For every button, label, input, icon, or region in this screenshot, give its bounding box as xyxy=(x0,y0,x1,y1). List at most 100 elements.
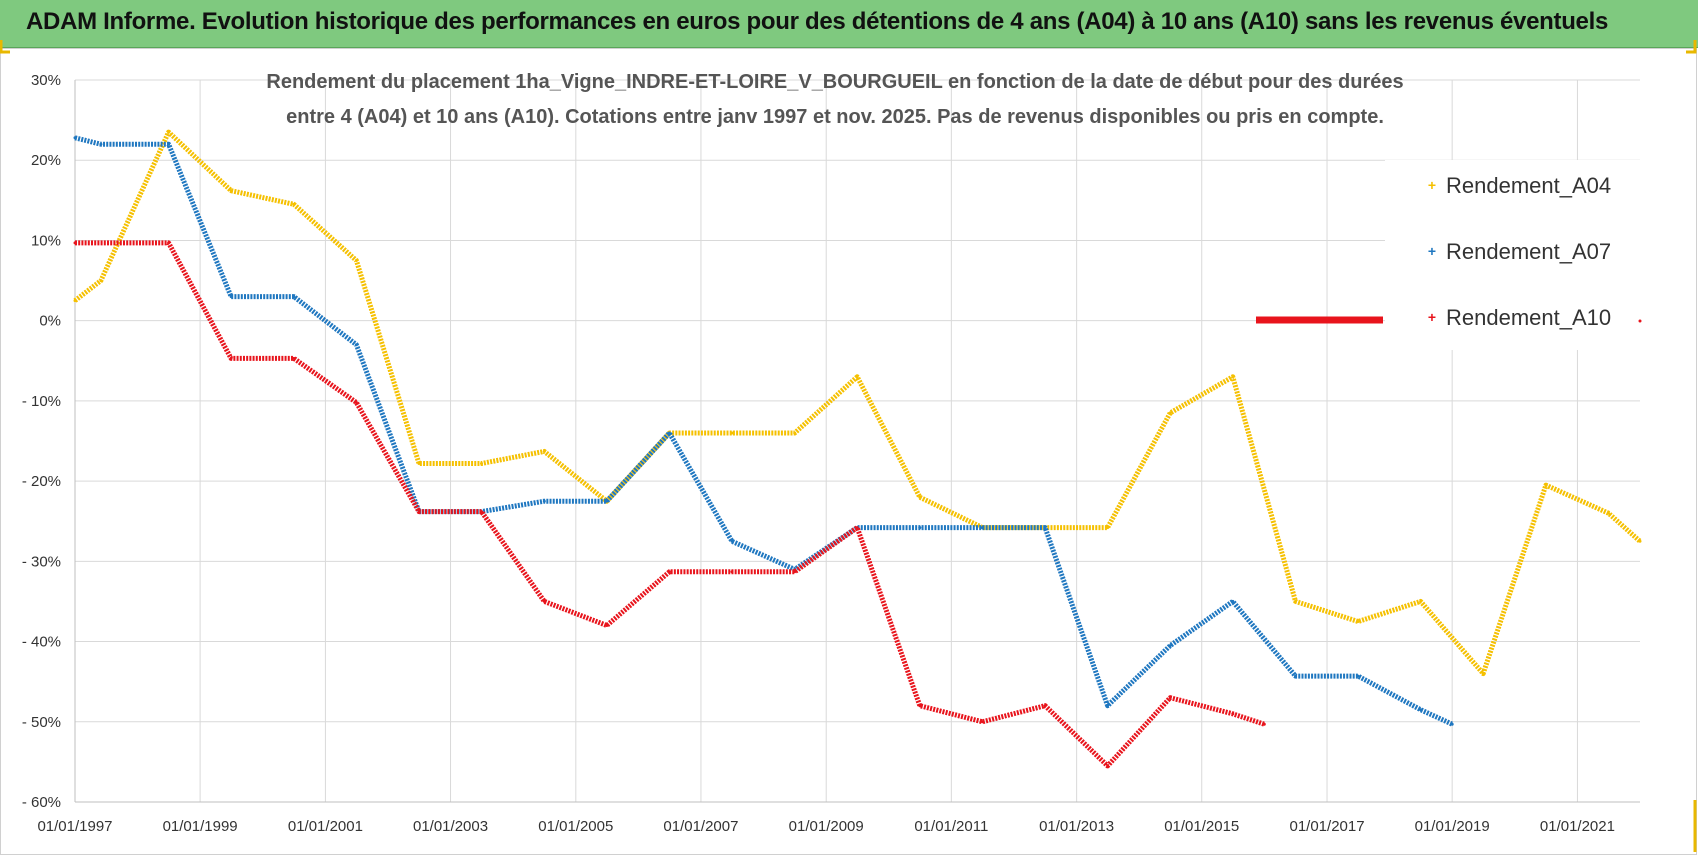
header-bar: ADAM Informe. Evolution historique des p… xyxy=(0,0,1698,48)
chart-subtitle-line-1: Rendement du placement 1ha_Vigne_INDRE-E… xyxy=(266,71,1403,93)
series-line-rendement-a10 xyxy=(75,240,1266,769)
data-point xyxy=(918,495,922,499)
series-line-rendement-a07 xyxy=(74,135,1454,727)
legend-marker: + xyxy=(1428,243,1436,259)
data-point xyxy=(73,299,77,303)
legend-marker: + xyxy=(1428,177,1436,193)
x-tick-label: 01/01/2013 xyxy=(1039,818,1114,835)
data-point xyxy=(1356,620,1360,623)
y-tick-label: 0% xyxy=(39,313,61,330)
corner-marker xyxy=(1686,40,1697,54)
data-point xyxy=(1356,674,1360,678)
legend-background xyxy=(1385,160,1675,350)
data-point xyxy=(354,343,358,347)
data-point xyxy=(667,570,671,574)
data-point xyxy=(1231,712,1235,716)
x-tick-label: 01/01/1997 xyxy=(37,818,112,835)
legend-label: Rendement_A04 xyxy=(1446,173,1611,198)
data-point xyxy=(667,431,671,435)
legend-label: Rendement_A07 xyxy=(1446,239,1611,264)
x-tick-label: 01/01/2001 xyxy=(288,818,363,835)
data-point xyxy=(1481,672,1485,676)
chart-frame xyxy=(0,48,1697,855)
data-point xyxy=(292,202,296,206)
x-tick-label: 01/01/2009 xyxy=(789,818,864,835)
x-tick-label: 01/01/2015 xyxy=(1164,818,1239,835)
page-title: ADAM Informe. Evolution historique des p… xyxy=(26,8,1609,35)
data-point xyxy=(918,526,922,530)
x-tick-label: 01/01/2021 xyxy=(1540,818,1615,835)
data-point xyxy=(1638,539,1642,543)
x-tick-label: 01/01/2003 xyxy=(413,818,488,835)
data-point xyxy=(99,279,103,283)
data-point xyxy=(229,189,233,193)
data-point xyxy=(354,259,358,262)
data-point xyxy=(1168,644,1172,648)
chart-subtitle-line-2: entre 4 (A04) et 10 ans (A10). Cotations… xyxy=(286,106,1384,128)
data-point xyxy=(605,624,609,627)
data-point xyxy=(99,142,103,146)
y-tick-label: 20% xyxy=(31,152,61,169)
y-tick-label: 10% xyxy=(31,232,61,249)
data-point xyxy=(542,499,546,503)
data-point xyxy=(480,510,483,514)
y-tick-label: 30% xyxy=(31,72,61,89)
x-tick-label: 01/01/1999 xyxy=(163,818,238,835)
data-point xyxy=(1106,526,1110,530)
data-point xyxy=(73,241,77,245)
data-point xyxy=(980,720,984,724)
data-point xyxy=(480,462,483,465)
data-point xyxy=(542,599,546,603)
x-tick-label: 01/01/2017 xyxy=(1289,818,1364,835)
corner-marker xyxy=(0,40,10,54)
legend-label: Rendement_A10 xyxy=(1446,305,1611,330)
x-tick-label: 01/01/2019 xyxy=(1415,818,1490,835)
data-point xyxy=(292,356,296,360)
data-point xyxy=(417,510,421,514)
data-point xyxy=(1294,674,1297,678)
y-tick-label: - 40% xyxy=(22,634,61,651)
data-point xyxy=(1294,599,1297,603)
data-point xyxy=(855,375,859,379)
data-point xyxy=(229,356,233,360)
data-point xyxy=(1419,599,1423,603)
data-point xyxy=(292,295,296,299)
data-point xyxy=(167,241,171,245)
data-point xyxy=(1419,708,1423,712)
data-point xyxy=(73,136,77,140)
y-tick-label: - 50% xyxy=(22,714,61,731)
legend: + Rendement_A04 + Rendement_A07 + Rendement_A… xyxy=(1256,173,1642,330)
data-point xyxy=(167,130,171,134)
data-point xyxy=(855,526,859,530)
legend-dot xyxy=(1638,319,1642,323)
y-tick-label: - 60% xyxy=(22,794,61,811)
data-point xyxy=(1106,704,1110,708)
data-point xyxy=(1043,704,1047,708)
data-point xyxy=(730,539,734,543)
data-point xyxy=(918,704,922,708)
data-point xyxy=(605,499,609,503)
data-point xyxy=(980,526,984,530)
x-tick-label: 01/01/2011 xyxy=(914,818,988,835)
x-tick-label: 01/01/2007 xyxy=(663,818,738,835)
data-point xyxy=(793,570,797,574)
y-tick-label: - 20% xyxy=(22,473,61,490)
data-point xyxy=(1231,599,1235,603)
y-tick-label: - 30% xyxy=(22,553,61,570)
data-point xyxy=(1607,511,1610,515)
data-point xyxy=(1262,722,1266,726)
data-point xyxy=(1106,764,1110,768)
data-point xyxy=(1231,375,1235,379)
data-point xyxy=(354,401,358,404)
data-point xyxy=(229,295,233,299)
data-point xyxy=(417,462,421,465)
data-point xyxy=(730,431,734,435)
y-tick-label: - 10% xyxy=(22,393,61,410)
data-point xyxy=(1168,696,1172,700)
data-point xyxy=(1544,483,1548,487)
data-point xyxy=(793,431,797,435)
legend-marker: + xyxy=(1428,309,1436,325)
data-point xyxy=(1043,526,1047,530)
x-tick-label: 01/01/2005 xyxy=(538,818,613,835)
